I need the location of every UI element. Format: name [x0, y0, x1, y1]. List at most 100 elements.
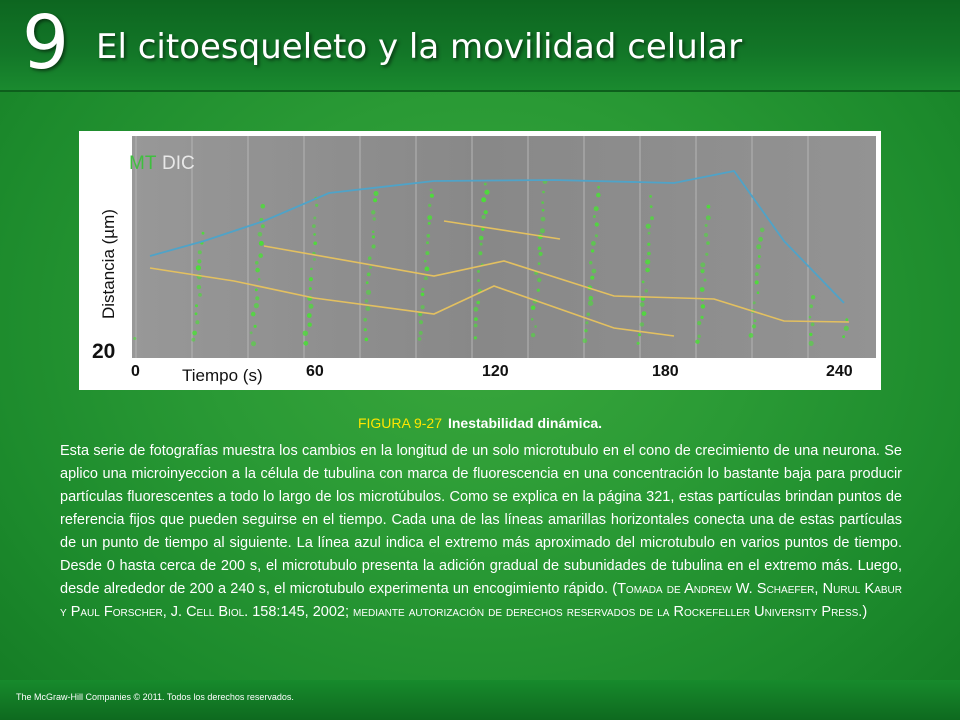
fluorescent-dot — [530, 305, 536, 310]
fluorescent-dot — [481, 214, 486, 220]
fluorescent-dot — [364, 337, 369, 342]
fluorescent-dot — [429, 193, 434, 198]
fluorescent-dot — [373, 191, 379, 196]
fluorescent-dot — [477, 269, 480, 273]
fluorescent-dot — [703, 232, 709, 238]
fluorescent-dot — [369, 266, 372, 269]
fluorescent-dot — [810, 295, 816, 300]
fluorescent-dot — [195, 265, 201, 271]
fluorescent-dot — [541, 201, 544, 204]
axis-panel-bottom — [84, 358, 876, 385]
fluorescent-dot — [705, 252, 709, 256]
fluorescent-dot — [197, 259, 202, 264]
fluorescent-dot — [251, 341, 256, 347]
fluorescent-dot — [418, 312, 423, 317]
fluorescent-dot — [473, 306, 479, 312]
fluorescent-dot — [808, 340, 814, 346]
fluorescent-dot — [365, 289, 372, 295]
fluorescent-dot — [538, 251, 543, 256]
fluorescent-dot — [197, 250, 202, 255]
fluorescent-dot — [483, 210, 488, 215]
fluorescent-dot — [597, 185, 600, 189]
fluorescent-dot — [585, 321, 589, 325]
fluorescent-dot — [536, 288, 540, 292]
fluorescent-dot — [425, 251, 430, 256]
fluorescent-dot — [303, 340, 309, 346]
frame-dividers — [135, 136, 809, 358]
fluorescent-dot — [367, 256, 372, 260]
copyright: The McGraw-Hill Companies © 2011. Todos … — [16, 692, 294, 702]
fluorescent-dot — [313, 233, 316, 236]
fluorescent-dot — [191, 337, 196, 342]
fluorescent-dot — [255, 296, 260, 301]
fluorescent-dot — [756, 244, 762, 250]
fluorescent-dot — [257, 232, 263, 237]
fluorescent-dot — [700, 269, 705, 274]
fluorescent-dot — [636, 341, 640, 345]
fluorescent-dot — [700, 262, 706, 268]
fluorescent-dot — [479, 242, 483, 246]
micrograph-background — [84, 136, 876, 385]
x-tick-label: 0 — [131, 363, 140, 380]
fluorescent-dot — [645, 267, 650, 273]
fluorescent-dot — [647, 251, 651, 256]
fluorescent-dot — [647, 242, 651, 246]
fluorescent-dot — [426, 234, 431, 238]
fluorescent-dot — [258, 253, 263, 258]
microtubule-end-line — [149, 170, 845, 304]
fluorescent-dot — [474, 317, 478, 321]
micrograph-svg: MT DIC Distancia (µm) 20 Tiempo (s) 0 60 1… — [84, 136, 876, 385]
particle-track — [443, 220, 561, 240]
fluorescent-dot — [700, 315, 704, 319]
fluorescent-dot — [192, 330, 197, 336]
fluorescent-dot — [308, 277, 313, 282]
fluorescent-dot — [426, 241, 429, 245]
fluorescent-dot — [418, 320, 424, 325]
fluorescent-dot — [753, 319, 757, 323]
fluorescent-dot — [371, 210, 376, 215]
fluorescent-dot — [260, 203, 266, 209]
fluorescent-dot — [196, 284, 202, 290]
fluorescent-dot — [530, 332, 536, 338]
fluorescent-dot — [845, 318, 849, 321]
fluorescent-dot — [363, 317, 368, 322]
fluorescent-dot — [588, 295, 594, 301]
fluorescent-dot — [537, 277, 542, 283]
caption-title: Inestabilidad dinámica. — [447, 415, 603, 431]
figure-caption: FIGURA 9-27 Inestabilidad dinámica. — [0, 414, 960, 432]
fluorescent-dot — [594, 222, 599, 227]
fluorescent-dot — [594, 234, 598, 238]
fluorescent-dot — [706, 204, 711, 209]
fluorescent-dot — [754, 280, 759, 285]
fluorescent-dot — [373, 198, 378, 203]
fluorescent-dot — [582, 338, 588, 343]
fluorescent-dot — [639, 322, 645, 327]
fluorescent-dot — [198, 293, 202, 297]
y-axis-label: Distancia (µm) — [99, 209, 118, 319]
fluorescent-dot — [310, 267, 313, 271]
fluorescent-dot — [481, 227, 485, 231]
body-text: Esta serie de fotografías muestra los ca… — [60, 443, 902, 597]
chapter-title: El citoesqueleto y la movilidad celular — [96, 27, 743, 67]
particle-track — [149, 267, 675, 337]
fluorescent-dot — [537, 246, 542, 251]
axis-panel-left — [84, 136, 132, 385]
fluorescent-dot — [473, 323, 478, 328]
fluorescent-dot — [647, 231, 651, 235]
fluorescent-dot — [638, 333, 641, 337]
fluorescent-dot — [810, 322, 815, 327]
fluorescent-dot — [589, 261, 593, 265]
fluorescent-dot — [249, 331, 253, 335]
fluorescent-dot — [537, 262, 541, 266]
fluorescent-dot — [476, 300, 481, 305]
label-mt: MT — [129, 153, 157, 174]
fluorescent-dot — [809, 304, 813, 308]
credit-text: Tomada de Andrew W. Schaefer, Nurul Kabu… — [60, 581, 902, 620]
fluorescent-dot — [649, 205, 653, 208]
fluorescent-dot — [705, 215, 711, 221]
fluorescent-dot — [596, 192, 601, 198]
fluorescent-dot — [587, 300, 594, 306]
fluorescent-dot — [640, 296, 646, 302]
fluorescent-dot — [593, 206, 599, 212]
